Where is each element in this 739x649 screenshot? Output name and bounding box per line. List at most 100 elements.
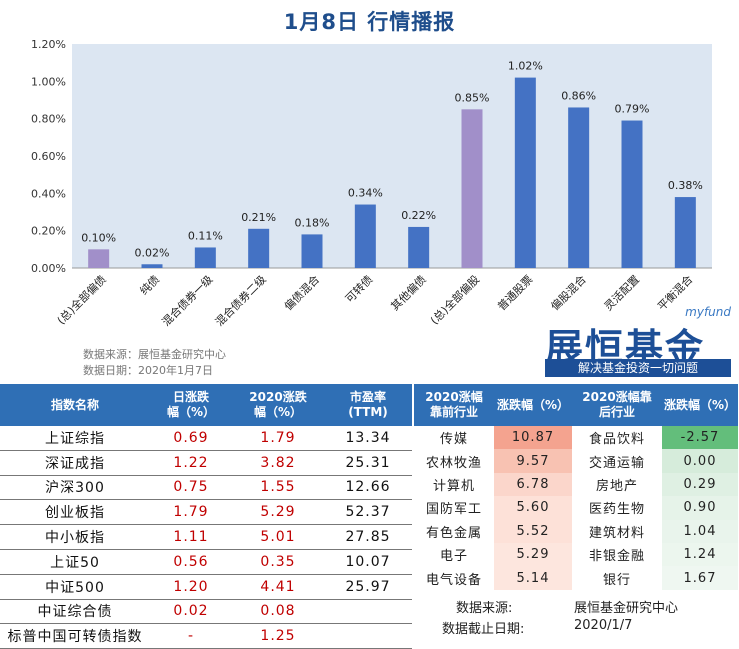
index-cell: 1.20 xyxy=(150,574,232,600)
index-header-cell: 2020涨跌 幅（%） xyxy=(232,384,324,426)
industry-cell: 交通运输 xyxy=(588,455,645,471)
industry-cell: 1.67 xyxy=(662,566,738,590)
table-row: 农林牧渔 9.57 交通运输 0.00 xyxy=(414,449,738,473)
bar xyxy=(248,228,270,268)
industry-header-cell: 2020涨幅 靠前行业 xyxy=(414,384,494,426)
industry-cell: 5.29 xyxy=(494,542,572,567)
industry-cell: 食品饮料 xyxy=(588,432,645,448)
bar xyxy=(354,204,376,268)
industry-cell: 5.52 xyxy=(494,519,572,543)
index-cell: 52.37 xyxy=(324,499,412,526)
industry-cell: 5.60 xyxy=(494,496,572,520)
index-cell xyxy=(324,623,412,649)
index-header-cell: 日涨跌 幅（%） xyxy=(150,384,232,426)
industry-table: 2020涨幅 靠前行业 涨跌幅（%） 2020涨幅靠 后行业 涨跌幅（%） 传媒 10.87… xyxy=(414,384,738,590)
chart-date: 数据日期：2020年1月7日 xyxy=(83,364,213,377)
bar xyxy=(88,249,110,268)
index-cell xyxy=(324,599,412,625)
category-label: (总)全部偏债 xyxy=(54,272,109,327)
data-label: 1.02% xyxy=(508,60,543,73)
category-label: 偏债混合 xyxy=(281,272,322,313)
index-header-cell: 市盈率 (TTM) xyxy=(324,384,412,426)
page-title: 1月8日 行情播报 xyxy=(283,10,456,34)
index-cell: 27.85 xyxy=(324,524,412,550)
industry-cell: -2.57 xyxy=(662,426,738,450)
category-label: 普通股票 xyxy=(494,272,535,313)
index-cell: 中证综合债 xyxy=(0,599,150,625)
index-header-cell: 指数名称 xyxy=(0,384,150,426)
category-label: 其他偏债 xyxy=(388,272,429,313)
industry-cell: 国防军工 xyxy=(425,502,482,518)
bar xyxy=(568,107,590,268)
category-label: (总)全部偏股 xyxy=(427,272,482,327)
data-label: 0.86% xyxy=(561,89,596,102)
index-cell: 0.08 xyxy=(232,599,324,625)
index-cell: - xyxy=(150,623,232,649)
index-cell: 创业板指 xyxy=(0,499,150,526)
data-label: 0.85% xyxy=(455,91,490,104)
industry-cell: 9.57 xyxy=(494,449,572,473)
industry-cell: 0.29 xyxy=(662,472,738,497)
bar xyxy=(461,109,483,268)
industry-cell: 房地产 xyxy=(595,478,638,494)
table-row: 中证综合债 0.02 0.08 xyxy=(0,599,412,625)
index-table: 指数名称 日涨跌 幅（%） 2020涨跌 幅（%） 市盈率 (TTM) 上证综指 0.69 1.… xyxy=(0,384,412,649)
industry-cell: 1.04 xyxy=(662,519,738,543)
index-cell: 标普中国可转债指数 xyxy=(0,623,150,649)
table-row: 有色金属 5.52 建筑材料 1.04 xyxy=(414,519,738,543)
data-label: 0.10% xyxy=(81,231,116,244)
data-label: 0.38% xyxy=(668,179,703,192)
industry-cell: 6.78 xyxy=(494,472,572,497)
index-cell: 0.02 xyxy=(150,599,232,625)
index-cell: 沪深300 xyxy=(0,475,150,501)
data-label: 0.79% xyxy=(615,103,650,116)
index-cell: 中证500 xyxy=(0,574,150,600)
industry-cell: 0.00 xyxy=(662,449,738,473)
industry-cell: 计算机 xyxy=(432,478,475,494)
data-label: 0.11% xyxy=(188,229,223,242)
industry-cell: 1.24 xyxy=(662,542,738,567)
category-label: 可转债 xyxy=(342,272,375,305)
index-cell: 3.82 xyxy=(232,450,324,476)
table-row: 上证50 0.56 0.35 10.07 xyxy=(0,549,412,575)
table-row: 深证成指 1.22 3.82 25.31 xyxy=(0,450,412,476)
y-tick-label: 0.60% xyxy=(31,150,66,163)
index-cell: 4.41 xyxy=(232,574,324,600)
bar-chart: 0.00% 0.20% 0.40% 0.60% 0.80% 1.00% 1.20% 0.10%… xyxy=(31,38,712,329)
category-label: 纯债 xyxy=(137,272,162,297)
industry-cell: 传媒 xyxy=(439,432,468,448)
table-row: 上证综指 0.69 1.79 13.34 xyxy=(0,426,412,451)
index-cell: 25.97 xyxy=(324,574,412,600)
logo-tagline: 解决基金投资一切问题 xyxy=(545,359,731,377)
table-row: 传媒 10.87 食品饮料 -2.57 xyxy=(414,426,738,450)
industry-cell: 非银金融 xyxy=(588,549,645,565)
footer-source-value: 展恒基金研究中心 xyxy=(574,601,679,616)
index-cell: 1.22 xyxy=(150,450,232,476)
category-label: 混合债券二级 xyxy=(212,272,269,329)
index-cell: 25.31 xyxy=(324,450,412,476)
index-cell: 0.35 xyxy=(232,549,324,575)
data-label: 0.18% xyxy=(295,216,330,229)
y-tick-label: 1.00% xyxy=(31,75,66,88)
index-cell: 0.69 xyxy=(150,426,232,451)
index-cell: 1.79 xyxy=(150,499,232,526)
table-row: 中证500 1.20 4.41 25.97 xyxy=(0,574,412,600)
index-cell: 5.29 xyxy=(232,499,324,526)
chart-source: 数据来源：展恒基金研究中心 xyxy=(83,348,226,361)
plot-area xyxy=(72,44,712,268)
logo-en: myfund xyxy=(685,305,731,319)
industry-header-cell: 2020涨幅靠 后行业 xyxy=(572,384,662,426)
index-cell: 1.25 xyxy=(232,623,324,649)
index-cell: 上证综指 xyxy=(0,426,150,451)
data-label: 0.22% xyxy=(401,209,436,222)
brand-logo: myfund 展恒基金 解决基金投资一切问题 xyxy=(545,305,735,377)
index-cell: 5.01 xyxy=(232,524,324,550)
bar xyxy=(514,77,536,268)
industry-cell: 建筑材料 xyxy=(588,525,645,541)
index-cell: 12.66 xyxy=(324,475,412,501)
footer-date-label: 数据截止日期: xyxy=(442,622,525,637)
industry-cell: 银行 xyxy=(602,572,631,588)
bar xyxy=(194,247,216,268)
table-row: 创业板指 1.79 5.29 52.37 xyxy=(0,499,412,526)
index-cell: 中小板指 xyxy=(0,524,150,550)
